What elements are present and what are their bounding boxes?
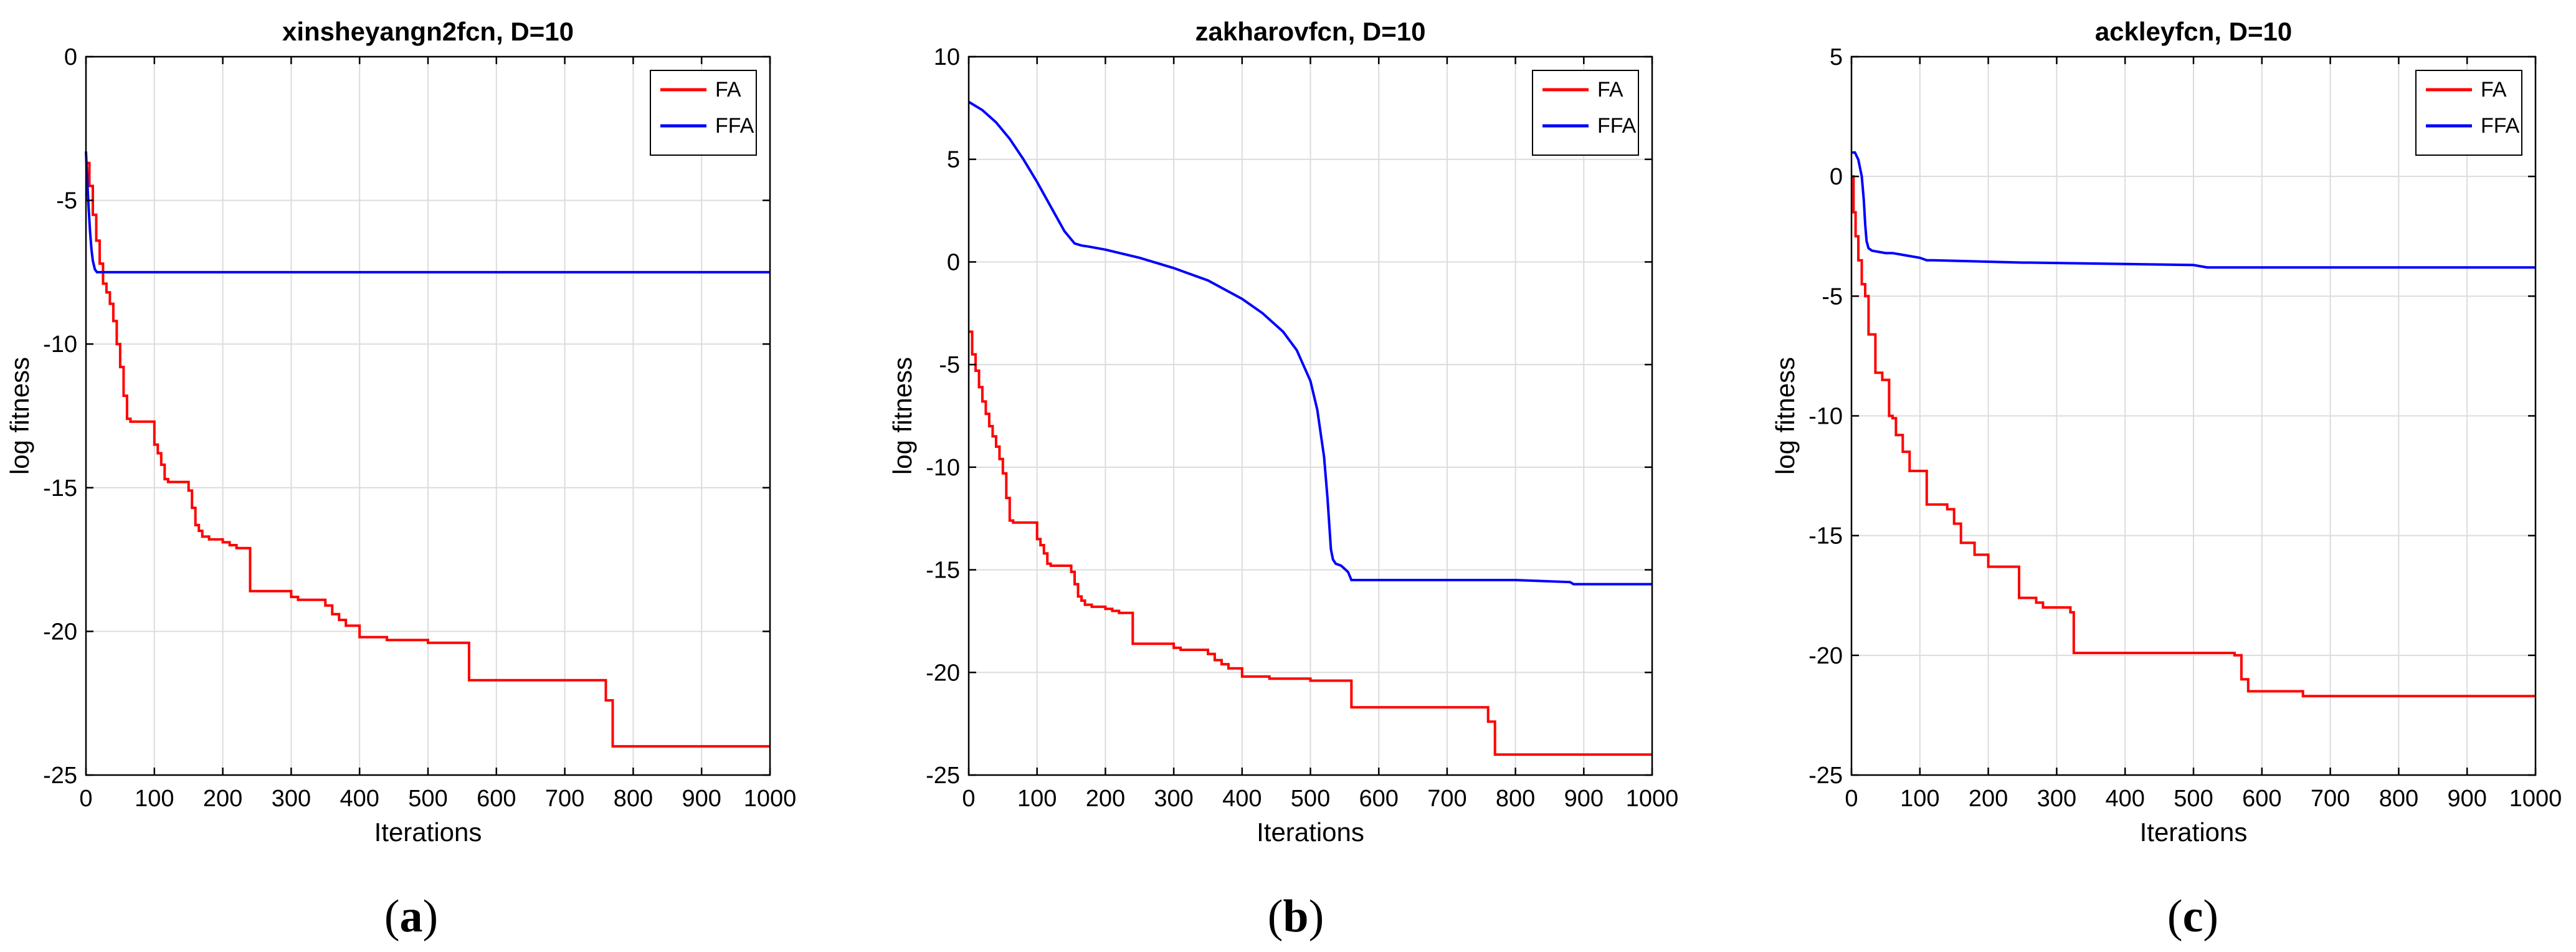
- chart-title: xinsheyangn2fcn, D=10: [282, 17, 574, 46]
- y-tick-label: -5: [939, 352, 960, 378]
- y-tick-label: -20: [926, 660, 960, 686]
- y-tick-label: -25: [926, 763, 960, 789]
- series-line-fa: [86, 161, 770, 748]
- x-tick-label: 400: [1222, 786, 1262, 812]
- caption-letter: c: [2183, 891, 2203, 942]
- caption-open-paren: (: [384, 891, 400, 942]
- y-axis-label: log fitness: [888, 357, 917, 475]
- caption-close-paren: ): [1309, 891, 1324, 942]
- y-tick-label: -15: [926, 558, 960, 584]
- chart-panel-2: 0 100 200 300 400 500 600 700 800 900 1000 10 5 0 -5 -1…: [888, 17, 1678, 942]
- panel-caption: (c): [2167, 891, 2218, 942]
- x-tick-label: 300: [272, 786, 311, 812]
- x-tick-label: 0: [962, 786, 975, 812]
- x-tick-label: 100: [135, 786, 174, 812]
- legend-box: [1532, 70, 1639, 156]
- x-tick-label: 700: [545, 786, 584, 812]
- x-tick-label: 700: [1427, 786, 1466, 812]
- caption-close-paren: ): [2203, 891, 2218, 942]
- x-tick-label: 1000: [2509, 786, 2562, 812]
- series-line-fa: [1851, 175, 2536, 698]
- x-tick-label: 200: [1969, 786, 2008, 812]
- caption-open-paren: (: [1268, 891, 1283, 942]
- x-tick-label: 800: [1496, 786, 1535, 812]
- y-tick-label: 0: [947, 249, 960, 275]
- legend: FA FFA: [2415, 70, 2522, 156]
- x-tick-label: 400: [2105, 786, 2144, 812]
- y-tick-label: -20: [43, 619, 77, 645]
- x-tick-label: 900: [1564, 786, 1604, 812]
- panel-caption: (b): [1268, 891, 1324, 942]
- legend-box: [2415, 70, 2522, 156]
- y-tick-label: 0: [1830, 164, 1843, 190]
- legend-label-ffa: FFA: [2481, 114, 2520, 138]
- legend-label-ffa: FFA: [715, 114, 754, 138]
- x-tick-label: 1000: [1626, 786, 1679, 812]
- chart-panel-1: 0 100 200 300 400 500 600 700 800 900 1000 0 -5 -10 -1…: [5, 17, 796, 942]
- chart-title: zakharovfcn, D=10: [1195, 17, 1425, 46]
- x-tick-label: 400: [340, 786, 379, 812]
- legend-box: [650, 70, 757, 156]
- chart-title: ackleyfcn, D=10: [2095, 17, 2292, 46]
- y-axis-label: log fitness: [1770, 357, 1800, 475]
- y-tick-label: -5: [56, 188, 77, 214]
- series-line-ffa: [1851, 151, 2536, 269]
- y-tick-label: -10: [1808, 404, 1843, 430]
- panel-caption: (a): [384, 891, 438, 942]
- y-tick-label: 5: [1830, 44, 1843, 70]
- y-tick-label: -10: [926, 455, 960, 481]
- caption-open-paren: (: [2167, 891, 2183, 942]
- y-tick-label: -25: [1808, 763, 1843, 789]
- caption-letter: a: [400, 891, 423, 942]
- x-tick-label: 500: [2174, 786, 2213, 812]
- x-tick-label: 800: [614, 786, 653, 812]
- x-tick-label: 700: [2311, 786, 2350, 812]
- y-tick-label: 10: [934, 44, 960, 70]
- x-tick-label: 0: [1845, 786, 1858, 812]
- y-tick-label: -20: [1808, 643, 1843, 669]
- caption-close-paren: ): [423, 891, 439, 942]
- y-tick-label: -25: [43, 763, 77, 789]
- caption-letter: b: [1283, 891, 1308, 942]
- x-tick-label: 200: [1086, 786, 1125, 812]
- x-axis-label: Iterations: [2140, 817, 2248, 847]
- x-tick-label: 600: [477, 786, 516, 812]
- x-tick-label: 300: [1154, 786, 1193, 812]
- x-tick-label: 600: [1359, 786, 1398, 812]
- legend: FA FFA: [650, 70, 757, 156]
- chart-panel-3: 0 100 200 300 400 500 600 700 800 900 1000 5 0 -5 -10 -…: [1770, 17, 2562, 942]
- x-tick-label: 100: [1017, 786, 1057, 812]
- x-tick-label: 200: [203, 786, 242, 812]
- y-tick-label: -15: [43, 475, 77, 502]
- y-tick-label: -5: [1822, 283, 1843, 310]
- legend-label-fa: FA: [2481, 78, 2507, 102]
- x-tick-label: 500: [1291, 786, 1330, 812]
- x-tick-label: 100: [1900, 786, 1939, 812]
- y-tick-label: 0: [64, 44, 77, 70]
- legend: FA FFA: [1532, 70, 1639, 156]
- x-axis-label: Iterations: [374, 817, 482, 847]
- x-tick-label: 1000: [744, 786, 797, 812]
- x-tick-label: 900: [2447, 786, 2486, 812]
- y-axis-label: log fitness: [5, 357, 34, 475]
- x-tick-label: 900: [682, 786, 721, 812]
- legend-label-fa: FA: [715, 78, 741, 102]
- x-axis-label: Iterations: [1257, 817, 1364, 847]
- series-line-ffa: [967, 100, 1652, 586]
- x-tick-label: 800: [2379, 786, 2418, 812]
- series-line-fa: [969, 330, 1652, 756]
- legend-label-ffa: FFA: [1597, 114, 1637, 138]
- x-tick-label: 600: [2242, 786, 2281, 812]
- legend-label-fa: FA: [1597, 78, 1623, 102]
- y-tick-label: 5: [947, 147, 960, 173]
- x-tick-label: 0: [79, 786, 92, 812]
- y-tick-label: -15: [1808, 523, 1843, 550]
- x-tick-label: 500: [408, 786, 447, 812]
- x-tick-label: 300: [2037, 786, 2076, 812]
- y-tick-label: -10: [43, 331, 77, 358]
